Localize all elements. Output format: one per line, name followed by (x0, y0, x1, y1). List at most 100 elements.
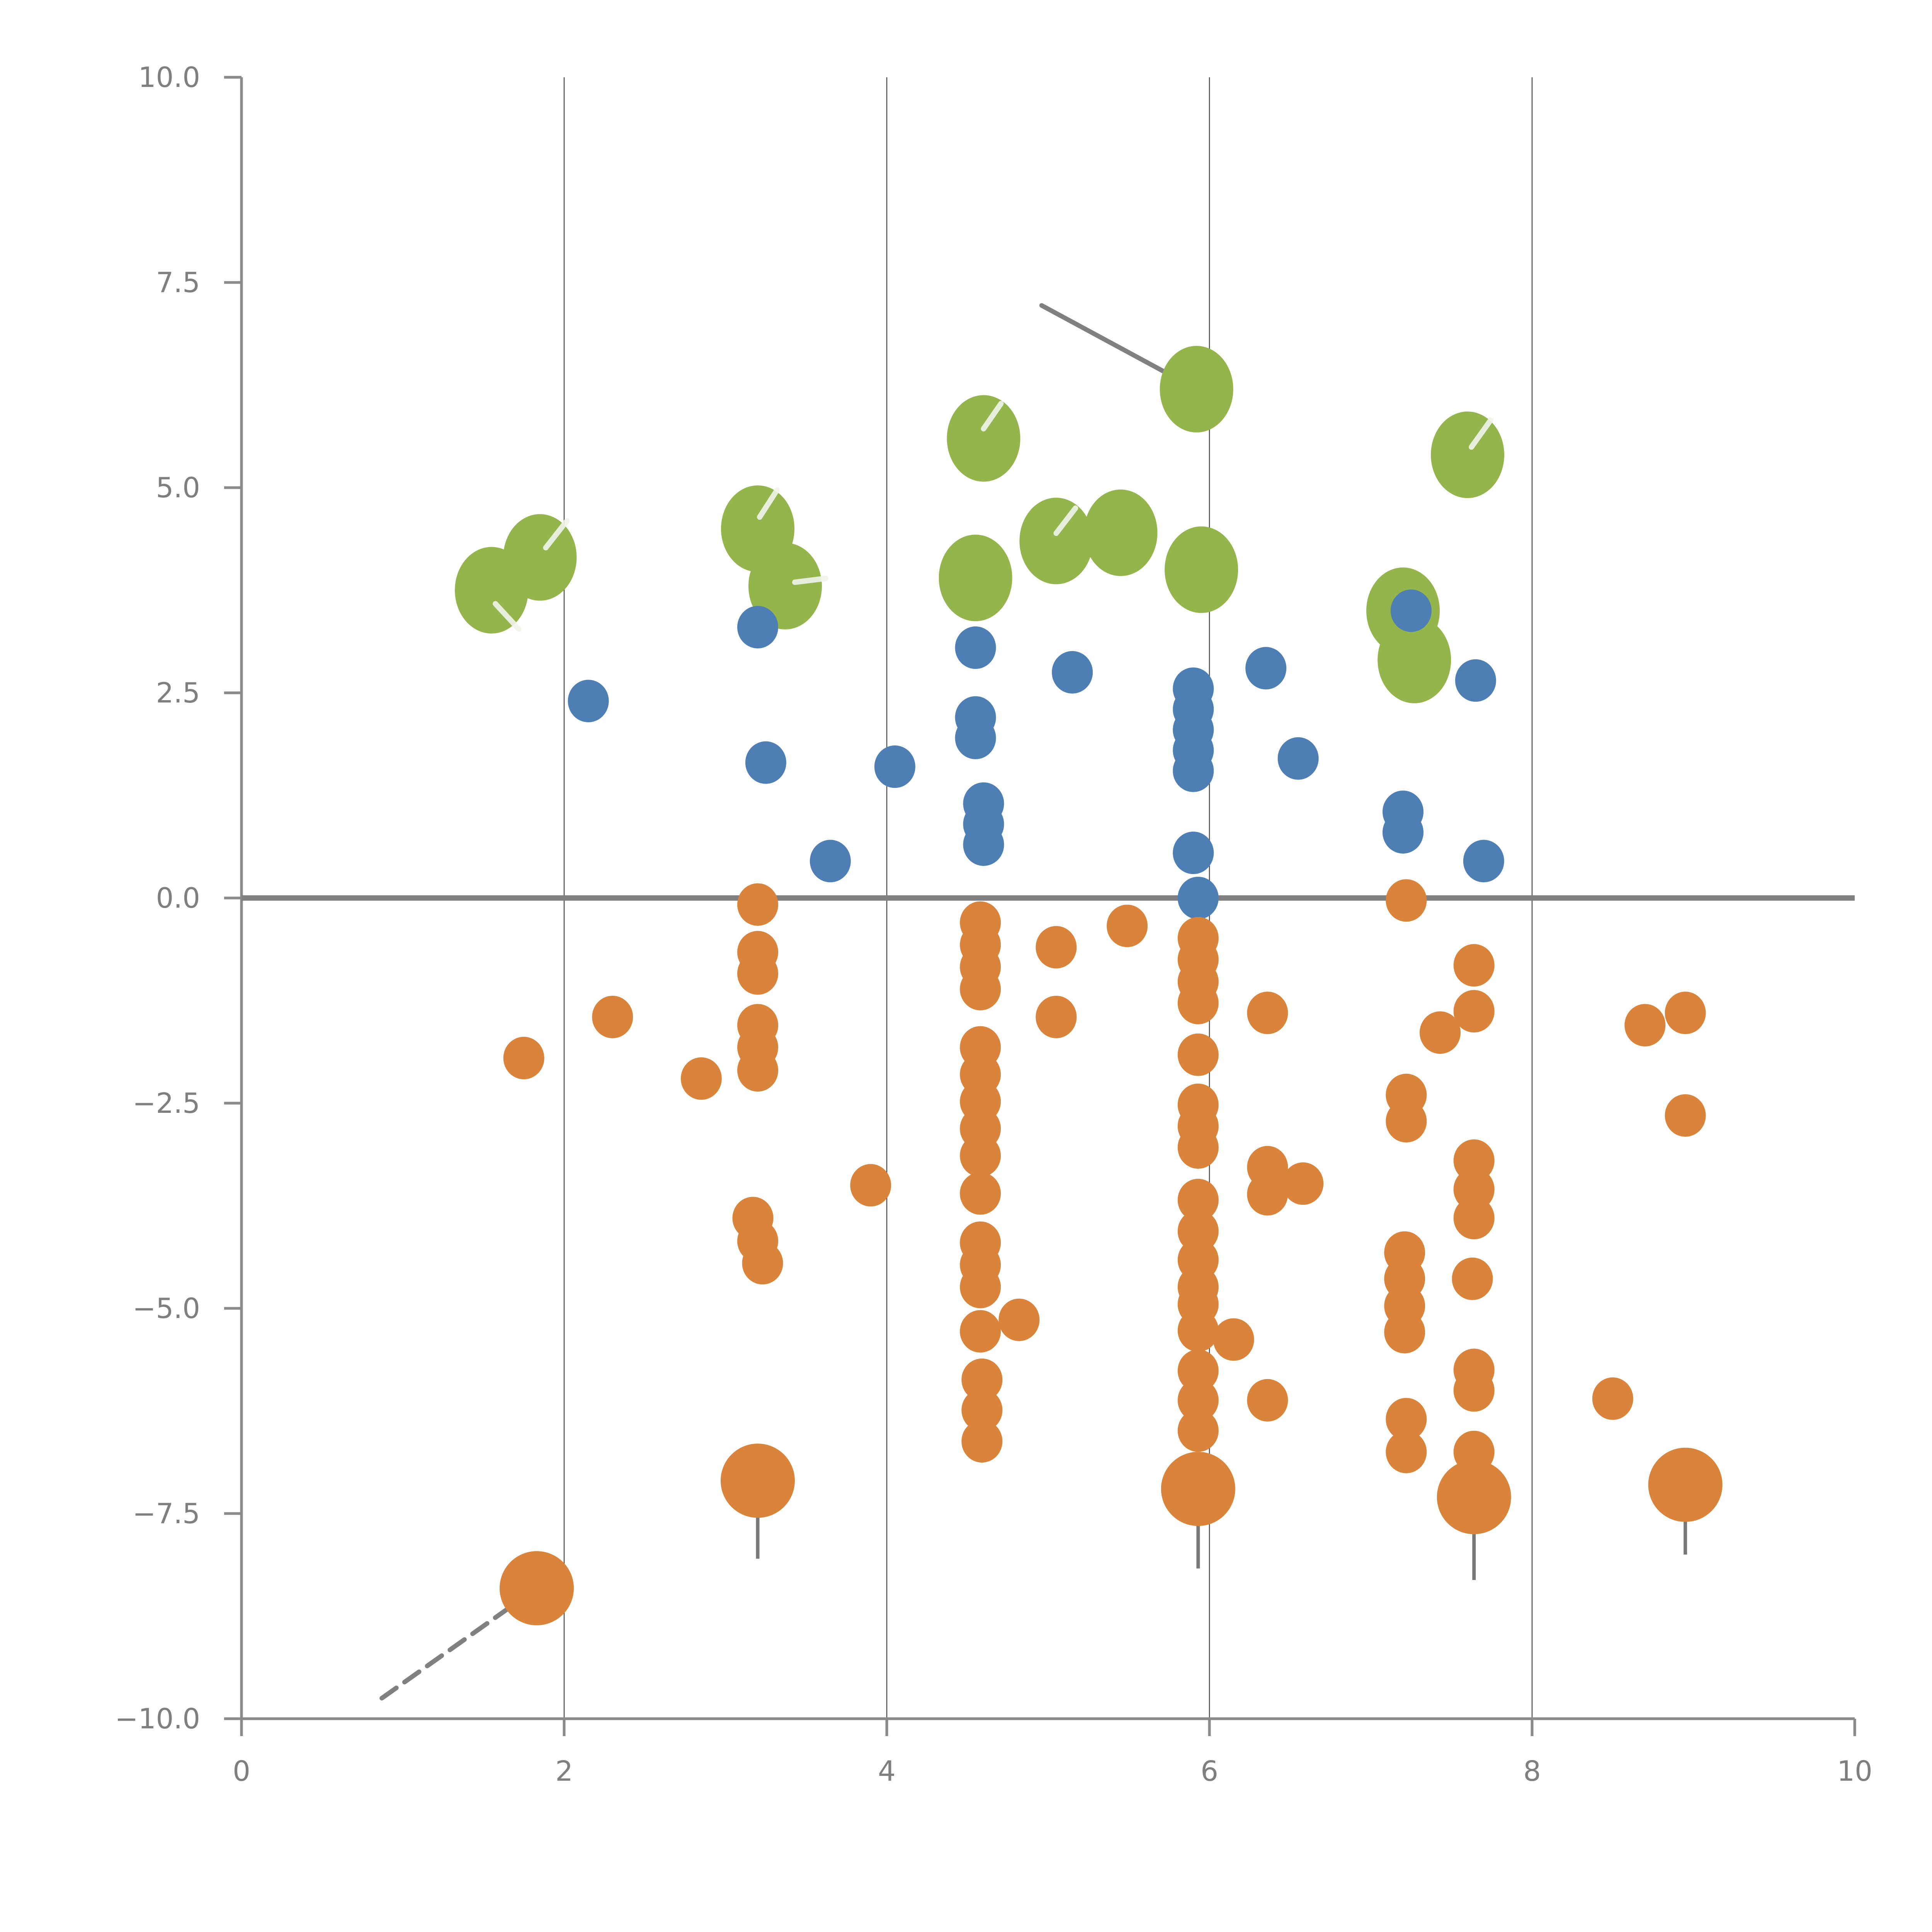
data-point-orange-small (1247, 1173, 1288, 1216)
data-point-orange-small (960, 968, 1001, 1010)
data-point-orange-small (1177, 1126, 1219, 1169)
data-point-orange-large (1437, 1460, 1511, 1534)
data-point-blue-medium (1455, 659, 1496, 702)
data-point-orange-small (1177, 981, 1219, 1024)
data-point-green-large (1084, 489, 1158, 576)
marker-highlight-slash (1053, 505, 1078, 536)
data-point-orange-small (1453, 944, 1495, 987)
data-point-green-large (748, 543, 822, 629)
data-point-orange-small (1177, 1033, 1219, 1076)
data-point-orange-large (1648, 1447, 1723, 1522)
data-point-blue-medium (810, 840, 851, 883)
data-point-blue-medium (963, 823, 1004, 866)
data-point-orange-small (1592, 1377, 1633, 1420)
data-point-green-large (947, 395, 1020, 482)
data-point-orange-small (1453, 1369, 1495, 1412)
y-tick-label: 0.0 (156, 882, 200, 914)
y-tick-label: 2.5 (156, 677, 200, 709)
data-point-blue-medium (1173, 749, 1214, 792)
y-tick-label: −2.5 (133, 1087, 200, 1119)
data-point-orange-small (1177, 1349, 1219, 1392)
data-point-blue-medium (1052, 651, 1093, 694)
data-point-blue-medium (745, 741, 786, 784)
data-point-orange-small (1177, 1309, 1219, 1352)
marker-highlight-slash (981, 401, 1004, 432)
data-point-blue-medium (1173, 832, 1214, 874)
data-point-orange-small (960, 1265, 1001, 1308)
data-point-orange-small (961, 1358, 1003, 1401)
data-point-orange-small (742, 1242, 783, 1285)
data-point-orange-small (1036, 995, 1077, 1038)
data-point-orange-small (1453, 990, 1495, 1033)
marker-highlight-slash (1469, 417, 1493, 450)
data-point-orange-small (1177, 1379, 1219, 1422)
data-point-blue-medium (1277, 737, 1319, 780)
data-point-orange-small (1386, 1430, 1427, 1473)
data-point-orange-small (1247, 1379, 1288, 1422)
data-point-orange-small (1384, 1311, 1425, 1354)
data-point-orange-small (680, 1057, 722, 1100)
data-point-blue-medium (1463, 840, 1504, 883)
data-point-orange-small (961, 1389, 1003, 1432)
data-point-green-large (939, 534, 1012, 621)
marker-highlight-slash (792, 575, 828, 585)
data-point-orange-small (960, 1172, 1001, 1215)
data-point-orange-small (1453, 1197, 1495, 1240)
data-point-orange-small (960, 1134, 1001, 1177)
data-point-orange-small (1452, 1257, 1493, 1300)
y-tick-label: −10.0 (115, 1702, 200, 1735)
x-tick-label: 2 (555, 1755, 573, 1787)
data-point-orange-small (960, 1310, 1001, 1353)
x-tick-label: 4 (878, 1755, 896, 1787)
data-point-green-large (1165, 526, 1238, 613)
data-point-blue-medium (1177, 877, 1219, 919)
y-tick-label: 5.0 (156, 471, 200, 504)
y-tick-label: −5.0 (133, 1292, 200, 1325)
data-point-green-large (1431, 412, 1504, 498)
data-point-blue-medium (568, 680, 609, 723)
data-point-orange-small (1213, 1318, 1254, 1361)
data-point-orange-small (1247, 992, 1288, 1034)
marker-highlight-slash (493, 601, 522, 632)
data-point-blue-medium (1390, 589, 1432, 632)
data-point-orange-small (592, 995, 633, 1038)
x-tick-label: 8 (1523, 1755, 1541, 1787)
data-point-blue-medium (955, 626, 996, 669)
data-point-orange-small (737, 883, 778, 926)
marker-highlight-slash (543, 518, 570, 551)
data-point-orange-small (998, 1298, 1040, 1341)
data-point-blue-medium (955, 716, 996, 759)
data-point-orange-small (1177, 1409, 1219, 1452)
data-point-orange-small (737, 952, 778, 995)
data-point-green-large (1160, 346, 1233, 433)
data-point-orange-small (1036, 926, 1077, 969)
data-point-orange-large (1161, 1452, 1235, 1526)
data-point-orange-small (850, 1164, 891, 1207)
data-point-orange-small (1665, 1094, 1706, 1137)
data-point-orange-small (1386, 1398, 1427, 1440)
data-point-blue-medium (737, 606, 778, 649)
x-tick-label: 6 (1201, 1755, 1218, 1787)
data-point-orange-small (737, 1049, 778, 1092)
y-tick-label: 10.0 (138, 61, 200, 94)
data-point-green-large (1019, 498, 1093, 585)
y-tick-label: −7.5 (133, 1497, 200, 1530)
data-point-orange-small (1386, 1100, 1427, 1143)
data-point-orange-small (1282, 1162, 1324, 1205)
data-point-blue-medium (874, 745, 915, 788)
data-point-green-large (1378, 617, 1451, 704)
data-point-orange-small (1420, 1011, 1461, 1054)
data-point-blue-medium (1245, 647, 1287, 690)
marker-highlight-slash (757, 487, 780, 520)
data-point-orange-small (1177, 1179, 1219, 1221)
data-point-orange-small (1107, 905, 1148, 947)
x-tick-label: 10 (1837, 1755, 1872, 1787)
data-point-orange-small (1665, 992, 1706, 1034)
y-tick-label: 7.5 (156, 266, 200, 299)
x-tick-label: 0 (233, 1755, 250, 1787)
data-point-blue-medium (1383, 811, 1423, 854)
data-point-green-large (503, 514, 577, 601)
data-point-orange-small (1624, 1004, 1666, 1047)
